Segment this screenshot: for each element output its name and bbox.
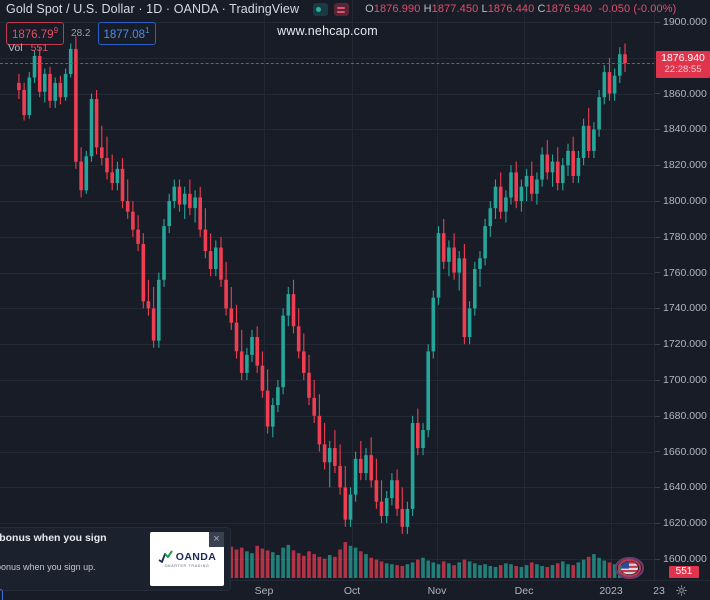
time-tick: 2023 bbox=[599, 585, 623, 597]
price-tick: 1860.000 bbox=[655, 88, 710, 100]
price-tick: 1600.000 bbox=[655, 553, 710, 565]
ad-subline: sit SG$388 bonus when you sign up. bbox=[0, 562, 96, 572]
oanda-mark-icon bbox=[158, 550, 173, 563]
chart-plot-area[interactable] bbox=[0, 0, 655, 581]
ad-text-block: a SG$388 bonus when you sign up. sit SG$… bbox=[0, 532, 114, 600]
price-axis[interactable]: 1900.0001880.0001860.0001840.0001820.000… bbox=[654, 0, 710, 581]
ad-close-icon[interactable]: × bbox=[209, 532, 224, 547]
current-price-badge: 1876.940 22:28:55 bbox=[656, 51, 710, 79]
time-axis[interactable]: Sep Oct Nov Dec 2023 23 bbox=[0, 580, 710, 600]
time-tick: Nov bbox=[427, 585, 447, 597]
price-tick: 1840.000 bbox=[655, 123, 710, 135]
price-tick: 1620.000 bbox=[655, 517, 710, 529]
volume-axis-badge: 551 bbox=[669, 566, 699, 578]
price-tick: 1760.000 bbox=[655, 267, 710, 279]
candlestick-series bbox=[17, 36, 627, 534]
price-tick: 1720.000 bbox=[655, 338, 710, 350]
price-tick: 1820.000 bbox=[655, 159, 710, 171]
flag-badge-icon bbox=[614, 556, 645, 580]
price-tick: 1740.000 bbox=[655, 302, 710, 314]
time-tick: 23 bbox=[653, 585, 665, 597]
time-axis-settings-gear-icon[interactable] bbox=[676, 585, 687, 596]
price-tick: 1800.000 bbox=[655, 195, 710, 207]
ad-cta-button[interactable]: ade now bbox=[0, 589, 3, 600]
oanda-brand-name: OANDA bbox=[175, 551, 217, 563]
price-tick: 1680.000 bbox=[655, 410, 710, 422]
price-tick: 1700.000 bbox=[655, 374, 710, 386]
price-tick: 1780.000 bbox=[655, 231, 710, 243]
current-price-value: 1876.940 bbox=[661, 52, 705, 65]
advertisement-overlay[interactable]: a SG$388 bonus when you sign up. sit SG$… bbox=[0, 528, 230, 600]
time-tick: Oct bbox=[343, 585, 361, 597]
chart-gridlines bbox=[0, 0, 655, 581]
price-tick: 1900.000 bbox=[655, 16, 710, 28]
ad-terms: ns apply bbox=[0, 573, 114, 585]
time-tick: Dec bbox=[514, 585, 534, 597]
time-tick: Sep bbox=[254, 585, 274, 597]
ad-headline: a SG$388 bonus when you sign up. bbox=[0, 532, 107, 544]
price-tick: 1660.000 bbox=[655, 446, 710, 458]
current-price-line bbox=[0, 63, 655, 64]
oanda-tagline: SMARTER TRADING bbox=[164, 564, 210, 568]
price-tick: 1640.000 bbox=[655, 481, 710, 493]
current-price-countdown: 22:28:55 bbox=[664, 64, 702, 76]
